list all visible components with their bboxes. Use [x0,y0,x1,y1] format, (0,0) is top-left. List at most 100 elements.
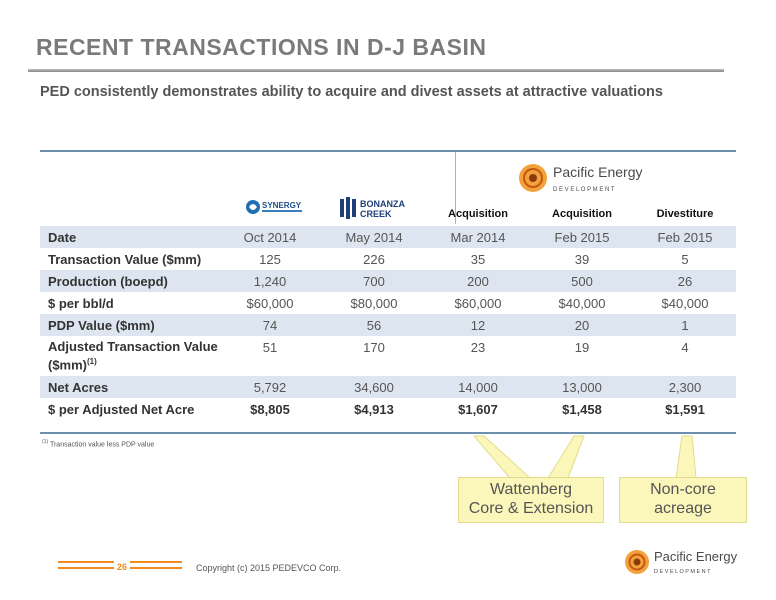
header-blank [40,202,218,226]
table-cell: 5 [681,251,689,267]
bonanza-logo-line1: BONANZA [360,199,405,209]
table-row-per-bbl: $ per bbl/d $60,000 $80,000 $60,000 $40,… [40,292,736,314]
table-cell: 700 [322,270,426,292]
footnote-text: Transaction value less PDP value [49,441,155,449]
header-blank [218,202,322,226]
row-label: Production (boepd) [40,270,218,292]
table-cell: 26 [634,270,736,292]
table-cell: 1 [634,314,736,336]
table-cell: 51 [262,340,278,355]
footnote: (1) Transaction value less PDP value [42,439,154,448]
callout-pointer-wattenberg-1 [472,435,532,479]
header-acquisition-2: Acquisition [552,208,612,220]
copyright: Copyright (c) 2015 PEDEVCO Corp. [196,563,342,573]
footnote-marker: (1) [42,439,49,445]
table-cell: 23 [470,340,486,355]
ped-logo-icon: Pacific Energy D E V E L O P M E N T [519,164,642,193]
footnote-marker: (1) [87,357,97,366]
row-label: Net Acres [40,376,218,398]
title-underline [28,69,724,72]
ped-logo-name: Pacific Energy [553,164,642,180]
synergy-logo-text: SYNERGY [262,201,302,210]
table-cell: 200 [426,270,530,292]
table-row-net-acres: Net Acres 5,792 34,600 14,000 13,000 2,3… [40,376,736,398]
table-cell: 14,000 [426,376,530,398]
page-number: 26 [116,562,127,572]
table-cell: 20 [530,314,634,336]
table-cell: Feb 2015 [634,226,736,248]
callout-line: Wattenberg [489,481,573,498]
row-label: $ per Adjusted Net Acre [48,401,195,417]
callout-noncore: Non-core acreage [619,477,747,523]
table-cell: $4,913 [354,401,394,417]
table-cell: $40,000 [661,295,709,311]
footer-rule-right [130,561,182,563]
table-row-per-adjusted-acre: $ per Adjusted Net Acre $8,805 $4,913 $1… [40,398,736,420]
table-cell: Feb 2015 [530,226,634,248]
table-cell: $1,458 [562,401,602,417]
callout-pointer-noncore [675,435,697,479]
table-cell: 19 [574,340,590,355]
page-subtitle: PED consistently demonstrates ability to… [40,84,663,100]
row-label-text: Adjusted Transaction Value ($mm) [48,339,218,373]
row-label: Date [40,226,218,248]
header-blank [322,202,426,226]
header-acquisition-1: Acquisition [448,208,508,220]
table-cell: $80,000 [350,295,398,311]
table-cell: 4 [681,340,689,355]
table-cell: 39 [574,251,590,267]
table-cell: 12 [426,314,530,336]
table-cell: Oct 2014 [218,226,322,248]
table-top-rule [40,150,736,152]
callout-wattenberg: Wattenberg Core & Extension [458,477,604,523]
table-cell: 13,000 [530,376,634,398]
table-cell: $60,000 [246,295,294,311]
row-label: PDP Value ($mm) [40,314,218,336]
bonanza-logo-line2: CREEK [360,209,392,219]
ped-logo-sub: D E V E L O P M E N T [553,187,615,193]
transactions-table: Acquisition Acquisition Divestiture Date… [40,202,736,420]
table-cell: May 2014 [322,226,426,248]
callout-line: Non-core [650,481,716,498]
footer-rule-left [58,561,114,563]
callout-line: Core & Extension [468,500,594,517]
table-cell: $40,000 [558,295,606,311]
table-cell: 125 [259,251,281,267]
table-cell: 56 [322,314,426,336]
table-row-adjusted-value: Adjusted Transaction Value ($mm)(1) 51 1… [40,336,736,376]
table-row-date: Date Oct 2014 May 2014 Mar 2014 Feb 2015… [40,226,736,248]
ped-column-group [455,152,737,224]
table-row-production: Production (boepd) 1,240 700 200 500 26 [40,270,736,292]
table-header-row: Acquisition Acquisition Divestiture [40,202,736,226]
table-cell: 34,600 [322,376,426,398]
table-cell: 500 [530,270,634,292]
table-bottom-rule [40,432,736,434]
synergy-logo-icon: SYNERGY [245,196,307,218]
table-cell: $60,000 [454,295,502,311]
table-cell: 35 [470,251,486,267]
table-cell: 74 [218,314,322,336]
row-label: Adjusted Transaction Value ($mm)(1) [40,336,218,376]
table-cell: 5,792 [218,376,322,398]
ped-footer-logo-icon: Pacific Energy D E V E L O P M E N T [625,549,738,575]
table-cell: $8,805 [250,401,290,417]
row-label: Transaction Value ($mm) [48,251,202,267]
table-cell: Mar 2014 [426,226,530,248]
bonanza-creek-logo-icon: BONANZA CREEK [340,197,405,219]
table-row-transaction-value: Transaction Value ($mm) 125 226 35 39 5 [40,248,736,270]
header-divestiture: Divestiture [656,208,714,220]
callout-pointer-wattenberg-2 [547,435,585,479]
row-label: $ per bbl/d [48,295,114,311]
table-cell: $1,607 [458,401,498,417]
page-title: RECENT TRANSACTIONS IN D-J BASIN [36,34,487,60]
footer-rule-right [130,567,182,569]
table-cell: 226 [363,251,385,267]
table-cell: 2,300 [634,376,736,398]
table-cell: $1,591 [665,401,705,417]
ped-footer-logo-name: Pacific Energy [654,549,738,564]
footer-rule-left [58,567,114,569]
table-cell: 1,240 [218,270,322,292]
table-cell: 170 [363,340,385,355]
ped-footer-logo-sub: D E V E L O P M E N T [654,569,711,575]
callout-line: acreage [654,500,712,517]
